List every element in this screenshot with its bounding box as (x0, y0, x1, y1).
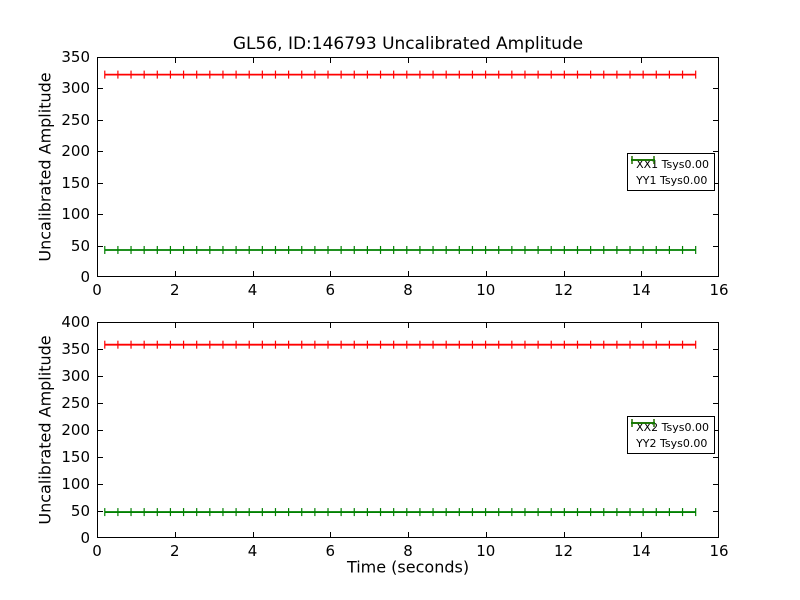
x-tick-label: 14 (631, 281, 651, 299)
y-tick-label: 50 (70, 502, 90, 520)
y-tick-label: 100 (61, 475, 90, 493)
y-tick-label: 300 (61, 367, 90, 385)
axes-frame (97, 57, 719, 277)
y-tick-label: 300 (61, 79, 90, 98)
plot-canvas (97, 57, 719, 277)
legend-errorbar-marker-icon (631, 419, 656, 427)
x-tick-label: 4 (247, 281, 258, 299)
xlabel-time: Time (seconds) (346, 557, 470, 577)
plot-area-top: XX1 Tsys0.00 YY1 Tsys0.00 (97, 57, 719, 277)
x-tick-label: 10 (476, 542, 496, 560)
plot-title: GL56, ID:146793 Uncalibrated Amplitude (232, 34, 584, 54)
x-tick-label: 4 (247, 542, 258, 560)
legend-label: YY1 Tsys0.00 (636, 173, 708, 187)
x-tick-label: 16 (709, 542, 729, 560)
x-tick-label: 6 (325, 281, 336, 299)
y-tick-label: 350 (61, 340, 90, 358)
y-tick-label: 150 (61, 448, 90, 466)
legend-entry: YY1 Tsys0.00 (631, 156, 709, 188)
y-tick-label: 350 (61, 48, 90, 66)
y-tick-label: 0 (80, 529, 90, 547)
x-tick-label: 12 (553, 281, 574, 299)
x-tick-label: 14 (631, 542, 651, 560)
legend-entry: YY2 Tsys0.00 (631, 419, 709, 451)
y-tick-label: 250 (61, 110, 90, 129)
x-tick-label: 12 (553, 542, 574, 560)
plot-canvas (97, 322, 719, 538)
x-tick-label: 6 (325, 542, 336, 560)
y-tick-label: 100 (61, 205, 90, 224)
y-tick-label: 150 (61, 173, 90, 192)
y-tick-label: 0 (80, 268, 90, 286)
axes-frame (97, 322, 719, 538)
legend: XX1 Tsys0.00 YY1 Tsys0.00 (627, 153, 715, 191)
y-tick-label: 250 (61, 394, 90, 412)
x-tick-label: 16 (709, 281, 729, 299)
ylabel-top: Uncalibrated Amplitude (35, 72, 55, 262)
y-tick-label: 400 (61, 313, 90, 331)
legend-label: YY2 Tsys0.00 (636, 436, 708, 450)
plot-area-bottom: XX2 Tsys0.00 YY2 Tsys0.00 (97, 322, 719, 538)
y-tick-label: 200 (61, 421, 90, 439)
x-tick-label: 8 (403, 281, 413, 299)
y-tick-label: 50 (70, 236, 90, 255)
x-tick-label: 2 (169, 542, 180, 560)
x-tick-label: 0 (92, 542, 102, 560)
x-tick-label: 2 (169, 281, 180, 299)
y-tick-label: 200 (61, 142, 90, 161)
legend-errorbar-marker-icon (631, 156, 656, 164)
x-tick-label: 0 (92, 281, 102, 299)
legend: XX2 Tsys0.00 YY2 Tsys0.00 (627, 416, 715, 454)
x-tick-label: 10 (476, 281, 496, 299)
x-tick-label: 8 (403, 542, 413, 560)
